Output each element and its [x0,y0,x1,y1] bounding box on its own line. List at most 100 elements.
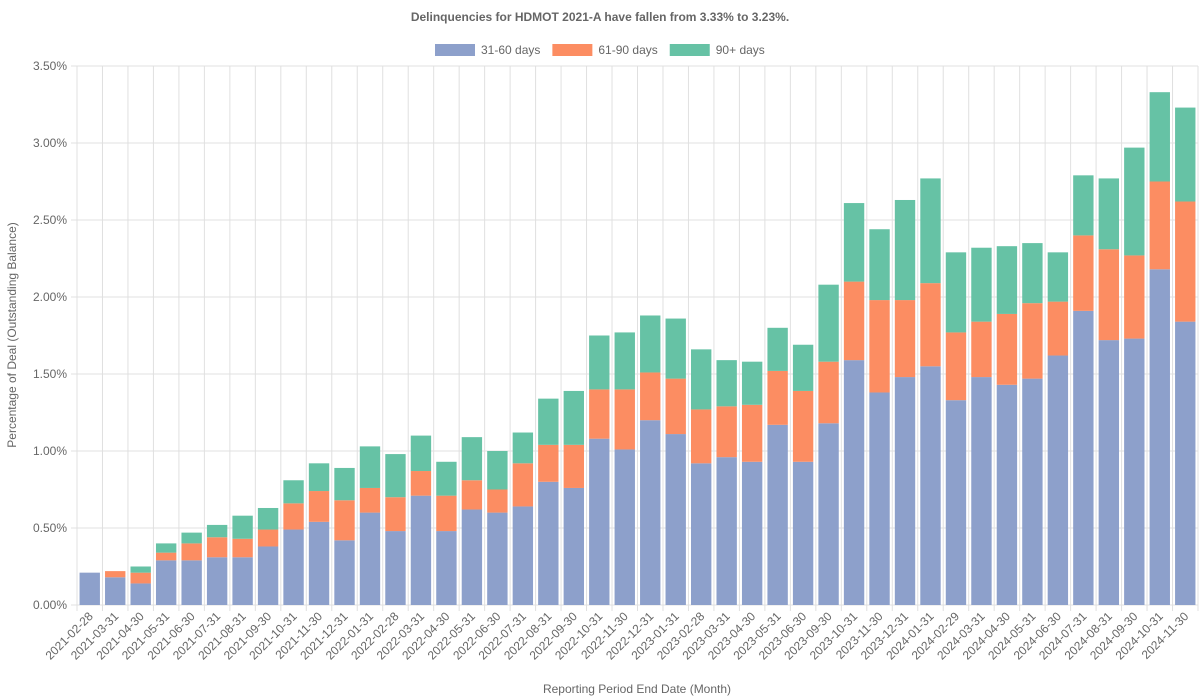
bar-segment [461,437,483,481]
bar-segment [359,487,381,513]
bar-segment [385,497,406,532]
bar-segment [1149,92,1170,182]
bar-segment [767,327,788,371]
bar-segment [818,284,839,362]
bar-segment [410,471,432,496]
y-tick-label: 0.00% [33,598,67,612]
bar-segment [767,424,788,605]
bar-segment [206,537,228,558]
bar-segment [792,344,814,391]
bar-segment [716,406,737,458]
bar-segment [996,246,1018,314]
bar-segment [945,332,967,401]
bar-segment [614,332,635,390]
bar-segment [385,454,406,498]
bar-segment [308,491,330,522]
bar-segment [130,572,151,584]
bar-segment [283,480,304,504]
legend-label: 31-60 days [481,43,540,57]
bar-segment [334,500,355,541]
bar-segment [1098,249,1120,341]
bar-segment [869,229,890,301]
bar-segment [869,300,890,393]
legend-label: 61-90 days [598,43,657,57]
bar-segment [1047,301,1069,356]
bar-segment [843,281,865,361]
bar-segment [691,409,712,464]
bar-segment [461,509,483,605]
bar-segment [436,531,457,605]
bar-segment [410,435,432,472]
bar-segment [843,360,865,605]
bar-segment [436,495,457,532]
bar-segment [130,583,151,605]
bar-segment [1073,235,1094,311]
bar-segment [1098,178,1120,250]
legend-swatch [552,44,593,56]
bar-segment [589,389,610,439]
bar-segment [640,420,661,605]
bar-segment [640,372,661,421]
bar-segment [665,434,686,605]
bar-segment [206,557,228,605]
bar-segment [563,444,584,488]
bar-segment [716,457,737,605]
bar-segment [691,349,712,410]
y-tick-label: 3.50% [33,59,67,73]
bar-segment [818,361,839,424]
bar-segment [1073,175,1094,236]
bar-segment [920,366,941,605]
bar-segment [741,461,763,605]
bar-segment [487,489,508,513]
bar-segment [665,318,686,379]
bar-segment [181,560,202,605]
bar-segment [1073,310,1094,605]
bar-segment [155,560,177,605]
y-tick-label: 1.00% [33,444,67,458]
bar-segment [1149,181,1170,270]
bar-segment [232,557,253,605]
y-tick-label: 1.50% [33,367,67,381]
bar-segment [1175,201,1196,322]
bar-segment [130,566,151,573]
bar-segment [996,313,1018,385]
bar-segment [920,283,941,367]
bar-segment [334,540,355,605]
bar-segment [487,512,508,605]
legend-label: 90+ days [716,43,765,57]
bar-segment [741,404,763,462]
bar-segment [818,423,839,605]
bar-segment [1022,243,1043,304]
bar-segment [538,398,559,445]
bar-segment [792,461,814,605]
y-tick-label: 3.00% [33,136,67,150]
bar-segment [1047,355,1069,605]
bar-segment [206,524,228,538]
bar-segment [1022,378,1043,605]
bar-segment [538,481,559,605]
chart-title: Delinquencies for HDMOT 2021-A have fall… [411,10,789,24]
bar-segment [410,495,432,605]
bar-segment [920,178,941,284]
bar-segment [538,444,559,482]
bar-segment [105,571,126,578]
bar-segment [894,199,916,301]
bar-segment [359,512,381,605]
bar-segment [155,543,177,553]
bar-segment [385,531,406,605]
bar-segment [105,577,126,605]
bar-segment [155,552,177,561]
bar-segment [1175,107,1196,202]
bar-segment [436,461,457,496]
bar-segment [691,463,712,605]
bar-segment [792,390,814,462]
bar-segment [359,446,381,488]
bar-segment [614,389,635,450]
bar-segment [665,378,686,435]
bar-segment [971,321,992,378]
bar-segment [614,449,635,605]
bar-segment [487,451,508,490]
bar-segment [894,300,916,378]
legend-swatch [669,44,710,56]
